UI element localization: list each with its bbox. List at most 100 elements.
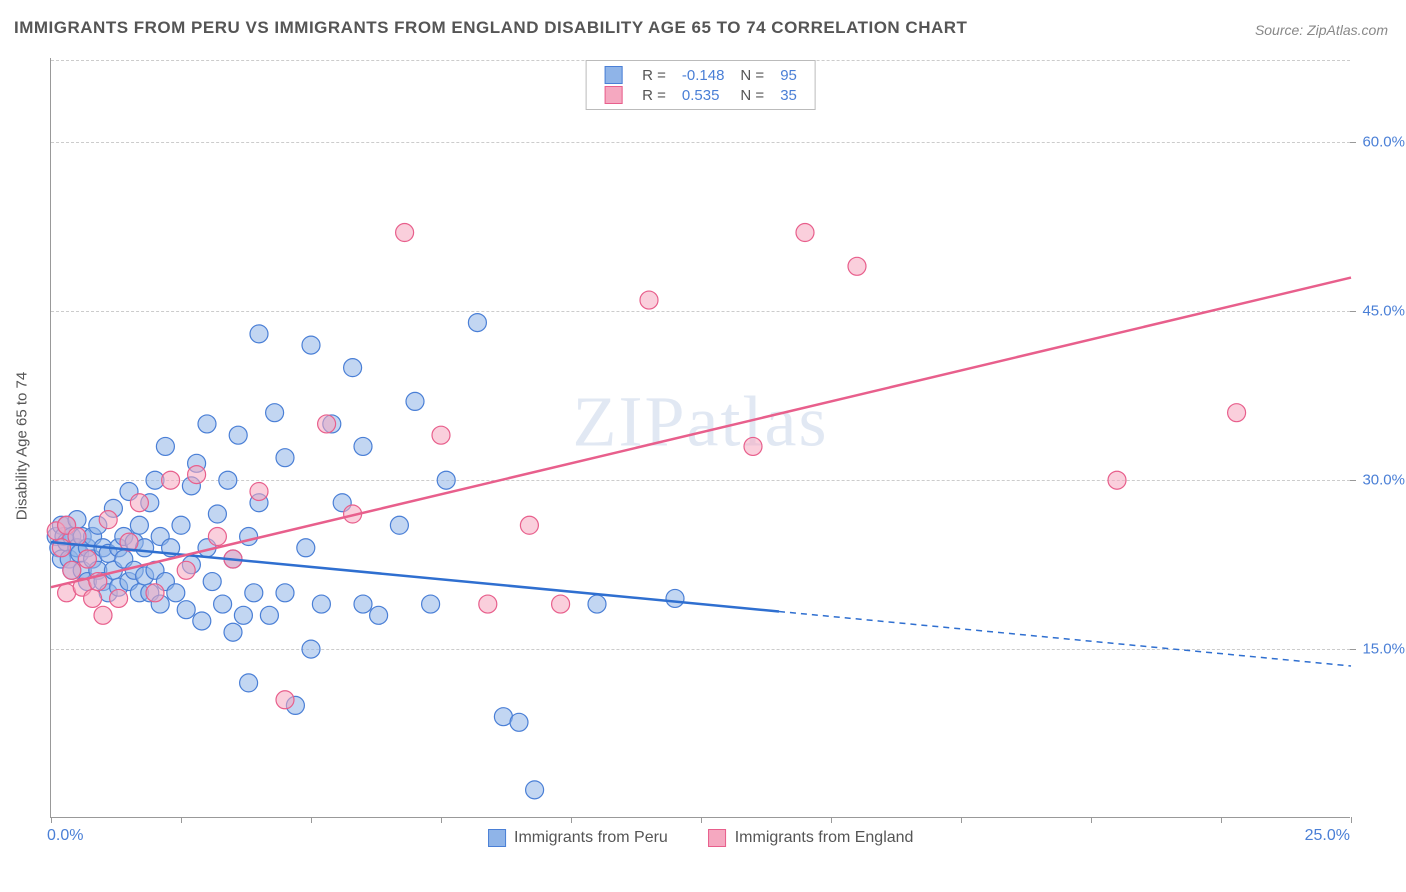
scatter-point bbox=[344, 359, 362, 377]
scatter-point bbox=[250, 482, 268, 500]
scatter-point bbox=[240, 674, 258, 692]
x-tick bbox=[961, 817, 962, 823]
x-tick bbox=[1091, 817, 1092, 823]
scatter-point bbox=[422, 595, 440, 613]
scatter-point bbox=[666, 589, 684, 607]
scatter-point bbox=[744, 437, 762, 455]
x-tick bbox=[181, 817, 182, 823]
scatter-point bbox=[302, 640, 320, 658]
legend-label-england: Immigrants from England bbox=[735, 829, 914, 846]
scatter-point bbox=[318, 415, 336, 433]
scatter-point bbox=[146, 584, 164, 602]
y-tick-label: 45.0% bbox=[1362, 303, 1405, 320]
scatter-point bbox=[468, 314, 486, 332]
chart-title: IMMIGRANTS FROM PERU VS IMMIGRANTS FROM … bbox=[14, 18, 967, 38]
y-tick bbox=[1350, 649, 1356, 650]
scatter-point bbox=[130, 516, 148, 534]
source-label: Source: ZipAtlas.com bbox=[1255, 22, 1388, 38]
scatter-point bbox=[214, 595, 232, 613]
legend-label-peru: Immigrants from Peru bbox=[514, 829, 668, 846]
scatter-point bbox=[520, 516, 538, 534]
y-tick-label: 30.0% bbox=[1362, 472, 1405, 489]
scatter-point bbox=[396, 224, 414, 242]
scatter-point bbox=[94, 606, 112, 624]
scatter-point bbox=[796, 224, 814, 242]
y-tick-label: 15.0% bbox=[1362, 641, 1405, 658]
scatter-point bbox=[229, 426, 247, 444]
scatter-point bbox=[78, 550, 96, 568]
scatter-point bbox=[588, 595, 606, 613]
scatter-point bbox=[276, 584, 294, 602]
scatter-point bbox=[370, 606, 388, 624]
scatter-point bbox=[219, 471, 237, 489]
scatter-point bbox=[354, 595, 372, 613]
scatter-point bbox=[167, 584, 185, 602]
plot-area: ZIPatlas 15.0%30.0%45.0%60.0% 0.0% 25.0%… bbox=[50, 58, 1350, 818]
legend-series: Immigrants from Peru Immigrants from Eng… bbox=[470, 829, 932, 847]
scatter-point bbox=[198, 415, 216, 433]
scatter-point bbox=[1108, 471, 1126, 489]
scatter-point bbox=[552, 595, 570, 613]
x-tick bbox=[571, 817, 572, 823]
x-tick bbox=[831, 817, 832, 823]
scatter-point bbox=[640, 291, 658, 309]
scatter-point bbox=[188, 466, 206, 484]
x-max-label: 25.0% bbox=[1305, 827, 1350, 845]
scatter-point bbox=[510, 713, 528, 731]
y-tick bbox=[1350, 142, 1356, 143]
y-tick bbox=[1350, 480, 1356, 481]
scatter-point bbox=[177, 601, 195, 619]
swatch-peru bbox=[488, 829, 506, 847]
legend-item-england: Immigrants from England bbox=[708, 829, 913, 846]
x-tick bbox=[441, 817, 442, 823]
x-min-label: 0.0% bbox=[47, 827, 83, 845]
scatter-point bbox=[193, 612, 211, 630]
scatter-point bbox=[354, 437, 372, 455]
scatter-point bbox=[406, 392, 424, 410]
x-tick bbox=[311, 817, 312, 823]
scatter-point bbox=[208, 505, 226, 523]
scatter-point bbox=[177, 561, 195, 579]
scatter-point bbox=[297, 539, 315, 557]
scatter-point bbox=[84, 589, 102, 607]
scatter-point bbox=[234, 606, 252, 624]
scatter-point bbox=[1228, 404, 1246, 422]
trend-line-extrapolated bbox=[779, 612, 1351, 666]
scatter-point bbox=[266, 404, 284, 422]
scatter-point bbox=[172, 516, 190, 534]
scatter-plot bbox=[51, 58, 1350, 817]
scatter-point bbox=[479, 595, 497, 613]
x-tick bbox=[51, 817, 52, 823]
y-axis-label: Disability Age 65 to 74 bbox=[14, 372, 31, 520]
x-tick bbox=[1351, 817, 1352, 823]
source-prefix: Source: bbox=[1255, 22, 1307, 38]
scatter-point bbox=[130, 494, 148, 512]
scatter-point bbox=[437, 471, 455, 489]
scatter-point bbox=[99, 511, 117, 529]
scatter-point bbox=[224, 623, 242, 641]
scatter-point bbox=[208, 528, 226, 546]
x-tick bbox=[1221, 817, 1222, 823]
y-tick-label: 60.0% bbox=[1362, 134, 1405, 151]
scatter-point bbox=[156, 437, 174, 455]
scatter-point bbox=[245, 584, 263, 602]
chart-container: IMMIGRANTS FROM PERU VS IMMIGRANTS FROM … bbox=[0, 0, 1406, 892]
scatter-point bbox=[250, 325, 268, 343]
scatter-point bbox=[312, 595, 330, 613]
scatter-point bbox=[432, 426, 450, 444]
legend-item-peru: Immigrants from Peru bbox=[488, 829, 673, 846]
swatch-england bbox=[708, 829, 726, 847]
scatter-point bbox=[162, 471, 180, 489]
scatter-point bbox=[276, 691, 294, 709]
scatter-point bbox=[390, 516, 408, 534]
source-value: ZipAtlas.com bbox=[1307, 22, 1388, 38]
scatter-point bbox=[848, 257, 866, 275]
scatter-point bbox=[203, 573, 221, 591]
y-tick bbox=[1350, 311, 1356, 312]
scatter-point bbox=[63, 561, 81, 579]
scatter-point bbox=[302, 336, 320, 354]
scatter-point bbox=[260, 606, 278, 624]
x-tick bbox=[701, 817, 702, 823]
scatter-point bbox=[276, 449, 294, 467]
scatter-point bbox=[526, 781, 544, 799]
